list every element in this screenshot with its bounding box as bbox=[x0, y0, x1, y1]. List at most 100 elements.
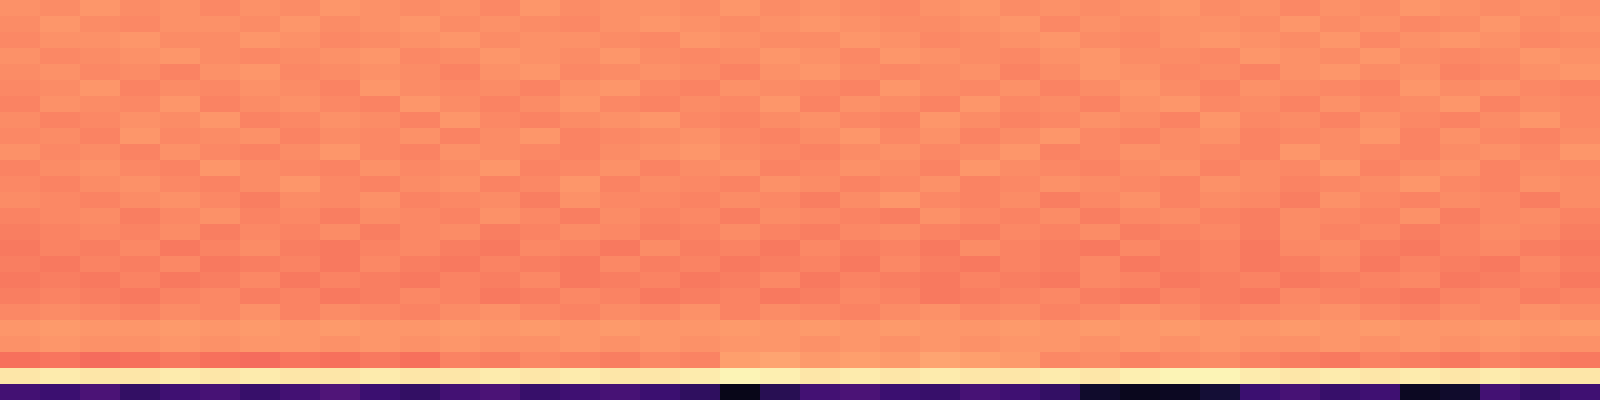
cell bbox=[680, 32, 721, 49]
cell bbox=[1280, 64, 1321, 81]
cell bbox=[160, 48, 201, 65]
cell bbox=[640, 176, 681, 193]
cell bbox=[1360, 368, 1401, 385]
cell bbox=[800, 48, 841, 65]
cell bbox=[360, 128, 401, 145]
cell bbox=[1520, 368, 1561, 385]
cells bbox=[0, 0, 1600, 400]
cell bbox=[40, 256, 81, 273]
cell bbox=[240, 112, 281, 129]
cell bbox=[1240, 288, 1281, 305]
cell bbox=[880, 48, 921, 65]
cell bbox=[80, 272, 121, 289]
cell bbox=[720, 96, 761, 113]
cell bbox=[160, 96, 201, 113]
cell bbox=[120, 336, 161, 353]
cell bbox=[760, 0, 801, 17]
cell bbox=[0, 224, 41, 241]
cell bbox=[1440, 128, 1481, 145]
cell bbox=[1200, 80, 1241, 97]
cell bbox=[400, 304, 441, 321]
cell bbox=[1040, 304, 1081, 321]
cell bbox=[400, 368, 441, 385]
cell bbox=[640, 128, 681, 145]
cell bbox=[1080, 352, 1121, 369]
cell bbox=[1040, 352, 1081, 369]
cell bbox=[360, 112, 401, 129]
cell bbox=[160, 112, 201, 129]
cell bbox=[200, 80, 241, 97]
cell bbox=[240, 304, 281, 321]
cell bbox=[1400, 272, 1441, 289]
cell bbox=[1520, 272, 1561, 289]
cell bbox=[1400, 384, 1441, 400]
cell bbox=[160, 128, 201, 145]
cell bbox=[960, 320, 1001, 337]
heatmap-chart bbox=[0, 0, 1600, 400]
cell bbox=[1120, 80, 1161, 97]
cell bbox=[40, 352, 81, 369]
cell bbox=[720, 144, 761, 161]
cell bbox=[1080, 304, 1121, 321]
cell bbox=[1120, 240, 1161, 257]
cell bbox=[720, 272, 761, 289]
cell bbox=[720, 112, 761, 129]
cell bbox=[1320, 272, 1361, 289]
cell bbox=[360, 240, 401, 257]
cell bbox=[200, 224, 241, 241]
cell bbox=[1280, 176, 1321, 193]
cell bbox=[920, 320, 961, 337]
cell bbox=[1000, 384, 1041, 400]
cell bbox=[600, 80, 641, 97]
cell bbox=[800, 272, 841, 289]
cell bbox=[840, 256, 881, 273]
cell bbox=[760, 144, 801, 161]
cell bbox=[560, 304, 601, 321]
cell bbox=[360, 192, 401, 209]
cell bbox=[960, 80, 1001, 97]
cell bbox=[440, 160, 481, 177]
cell bbox=[1440, 112, 1481, 129]
cell bbox=[960, 96, 1001, 113]
cell bbox=[1280, 256, 1321, 273]
cell bbox=[40, 384, 81, 400]
cell bbox=[480, 80, 521, 97]
cell bbox=[1560, 224, 1600, 241]
cell bbox=[1360, 32, 1401, 49]
cell bbox=[360, 304, 401, 321]
cell bbox=[600, 272, 641, 289]
cell bbox=[1040, 112, 1081, 129]
cell bbox=[600, 336, 641, 353]
cell bbox=[680, 336, 721, 353]
cell bbox=[1080, 224, 1121, 241]
cell bbox=[280, 48, 321, 65]
cell bbox=[1560, 0, 1600, 17]
cell bbox=[1360, 80, 1401, 97]
cell bbox=[1160, 48, 1201, 65]
cell bbox=[1000, 224, 1041, 241]
cell bbox=[1040, 0, 1081, 17]
cell bbox=[1240, 176, 1281, 193]
cell bbox=[1320, 112, 1361, 129]
cell bbox=[80, 176, 121, 193]
cell bbox=[480, 0, 521, 17]
cell bbox=[1440, 16, 1481, 33]
cell bbox=[1560, 112, 1600, 129]
cell bbox=[1040, 144, 1081, 161]
cell bbox=[160, 368, 201, 385]
cell bbox=[440, 32, 481, 49]
cell bbox=[0, 64, 41, 81]
cell bbox=[520, 288, 561, 305]
cell bbox=[1120, 352, 1161, 369]
cell bbox=[400, 32, 441, 49]
cell bbox=[480, 304, 521, 321]
cell bbox=[120, 208, 161, 225]
cell bbox=[1360, 336, 1401, 353]
cell bbox=[1080, 384, 1121, 400]
cell bbox=[960, 160, 1001, 177]
cell bbox=[1320, 256, 1361, 273]
cell bbox=[1560, 32, 1600, 49]
cell bbox=[640, 160, 681, 177]
cell bbox=[560, 192, 601, 209]
cell bbox=[840, 240, 881, 257]
